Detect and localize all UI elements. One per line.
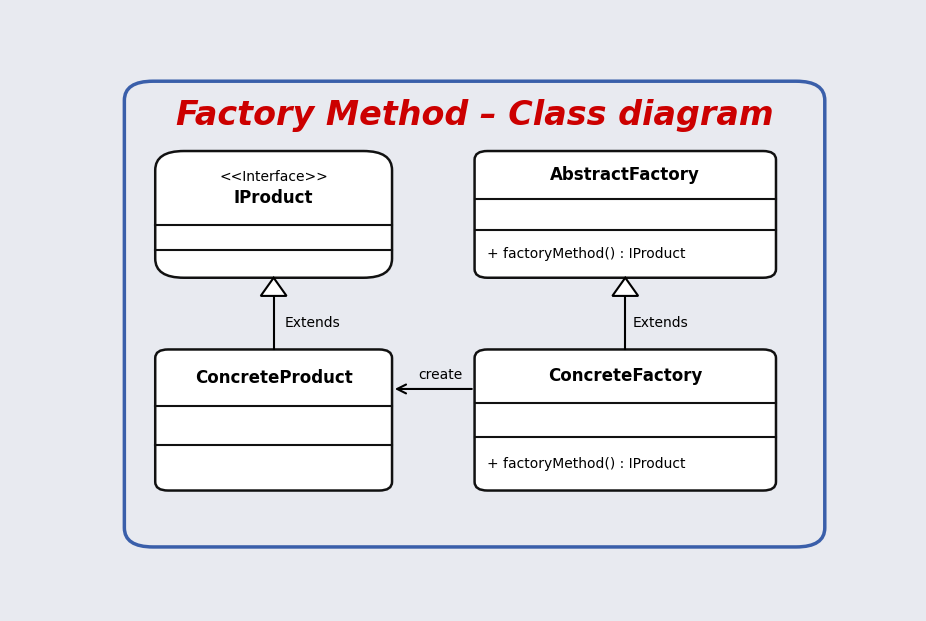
Text: + factoryMethod() : IProduct: + factoryMethod() : IProduct — [487, 247, 686, 261]
FancyBboxPatch shape — [475, 151, 776, 278]
Text: IProduct: IProduct — [234, 189, 313, 207]
Text: AbstractFactory: AbstractFactory — [550, 166, 700, 184]
Text: <<Interface>>: <<Interface>> — [219, 170, 328, 184]
FancyBboxPatch shape — [475, 350, 776, 491]
FancyBboxPatch shape — [156, 151, 392, 278]
Text: ConcreteProduct: ConcreteProduct — [194, 369, 353, 387]
FancyBboxPatch shape — [156, 350, 392, 491]
Polygon shape — [612, 278, 638, 296]
Text: Extends: Extends — [284, 315, 340, 330]
Text: ConcreteFactory: ConcreteFactory — [548, 367, 703, 385]
FancyBboxPatch shape — [124, 81, 825, 547]
Text: Factory Method – Class diagram: Factory Method – Class diagram — [176, 99, 773, 132]
Polygon shape — [261, 278, 286, 296]
Text: + factoryMethod() : IProduct: + factoryMethod() : IProduct — [487, 456, 686, 471]
Text: create: create — [419, 368, 463, 382]
Text: Extends: Extends — [632, 315, 688, 330]
